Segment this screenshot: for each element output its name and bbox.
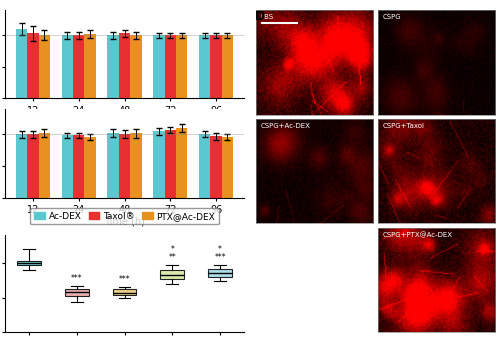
Bar <box>119 134 130 198</box>
Bar <box>130 35 141 98</box>
Text: CSPG: CSPG <box>382 14 401 20</box>
Bar <box>199 35 210 98</box>
Text: CSPG+Taxol: CSPG+Taxol <box>382 123 424 129</box>
Bar <box>210 35 222 98</box>
Text: D: D <box>255 10 265 23</box>
PathPatch shape <box>160 270 184 279</box>
Bar <box>73 135 85 198</box>
Bar <box>130 133 141 198</box>
X-axis label: Time (h): Time (h) <box>104 217 145 226</box>
Bar <box>119 34 130 98</box>
Bar <box>222 137 233 198</box>
Bar <box>210 136 222 198</box>
Bar <box>176 35 188 98</box>
Bar <box>176 128 188 198</box>
Text: ***: *** <box>118 275 130 284</box>
Bar <box>62 35 73 98</box>
Bar <box>73 35 85 98</box>
Bar <box>199 134 210 198</box>
Bar <box>16 135 28 198</box>
Bar <box>62 135 73 198</box>
PathPatch shape <box>208 269 232 277</box>
Text: CSPG+Ac-DEX: CSPG+Ac-DEX <box>260 123 310 129</box>
Bar <box>164 130 176 198</box>
Bar <box>108 35 119 98</box>
Bar <box>108 133 119 198</box>
Bar <box>222 35 233 98</box>
PathPatch shape <box>112 289 136 296</box>
PathPatch shape <box>17 261 41 265</box>
X-axis label: Time (h): Time (h) <box>104 117 145 127</box>
Bar <box>153 131 164 198</box>
Text: *
**: * ** <box>168 245 176 262</box>
Bar <box>38 35 50 98</box>
Bar <box>28 135 38 198</box>
Bar <box>38 133 50 198</box>
Bar <box>28 34 38 98</box>
Text: *
***: * *** <box>214 245 226 262</box>
Bar <box>84 137 96 198</box>
Legend: Ac-DEX, Taxol®, PTX@Ac-DEX: Ac-DEX, Taxol®, PTX@Ac-DEX <box>30 208 218 224</box>
Text: ***: *** <box>71 274 83 283</box>
Bar <box>84 34 96 98</box>
Text: CSPG+PTX@Ac-DEX: CSPG+PTX@Ac-DEX <box>382 232 452 238</box>
Bar <box>153 35 164 98</box>
PathPatch shape <box>65 288 88 296</box>
Bar <box>16 29 28 98</box>
Text: PBS: PBS <box>260 14 274 20</box>
Bar <box>164 35 176 98</box>
